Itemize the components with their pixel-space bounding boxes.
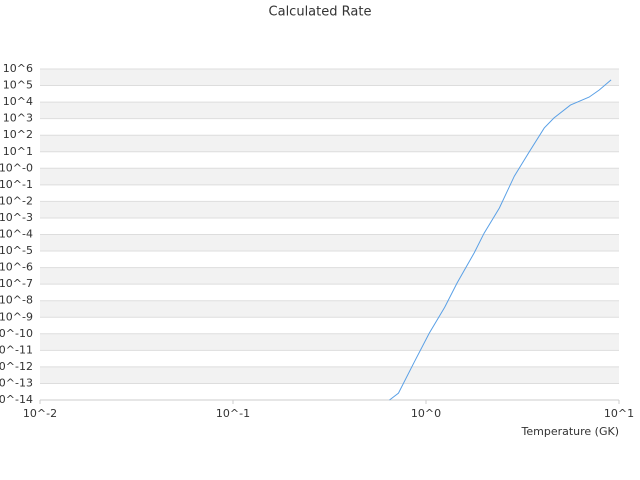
grid-band [40,102,619,119]
chart-title: Calculated Rate [269,5,372,20]
grid-band [40,168,619,185]
y-tick-label: 10^-12 [0,360,33,373]
x-tick-label: 10^1 [604,407,634,420]
grid-band [40,267,619,285]
y-tick-label: 10^5 [3,79,33,92]
y-tick-label: 10^-1 [0,178,33,191]
y-tick-label: 10^-14 [0,393,33,406]
y-tick-label: 10^-9 [0,310,33,323]
grid-band [40,333,619,351]
grid-band [40,135,619,152]
y-tick-label: 10^-13 [0,376,33,389]
y-tick-label: 10^-7 [0,277,33,290]
y-tick-label: 10^-4 [0,228,33,241]
grid-band [40,300,619,318]
grid-band [40,201,619,218]
y-tick-label: 10^-5 [0,244,33,257]
y-tick-label: 10^-6 [0,261,33,274]
y-tick-label: 10^-2 [0,194,33,207]
y-tick-label: 10^-3 [0,211,33,224]
grid-band [40,366,619,384]
x-tick-label: 10^-1 [216,407,250,420]
x-tick-label: 10^-2 [23,407,57,420]
y-tick-label: 10^-10 [0,327,33,340]
y-tick-label: 10^-11 [0,343,33,356]
x-axis-label: Temperature (GK) [521,425,620,438]
grid-band [40,234,619,252]
y-tick-label: 10^4 [3,95,33,108]
y-tick-label: 10^1 [3,145,33,158]
y-tick-label: 10^2 [3,128,33,141]
grid-band [40,69,619,86]
y-tick-label: 10^-0 [0,161,33,174]
y-tick-label: 10^-8 [0,294,33,307]
series-line [389,79,612,401]
y-tick-label: 10^3 [3,112,33,125]
y-tick-label: 10^6 [3,62,33,75]
x-tick-label: 10^0 [411,407,441,420]
